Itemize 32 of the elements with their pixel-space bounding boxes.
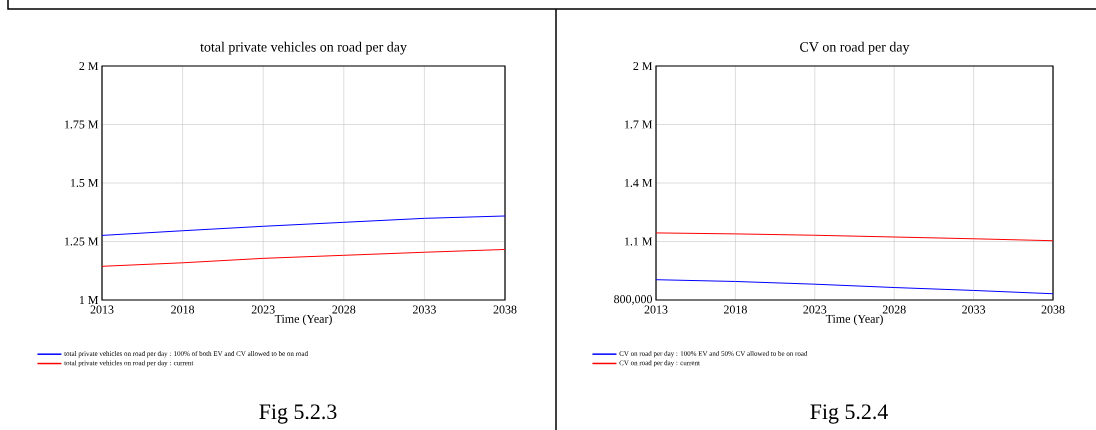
line-series <box>656 232 1054 242</box>
y-tick-label: 1.75 M <box>64 120 99 129</box>
y-tick-label: 2 M <box>79 62 99 70</box>
x-tick-label: 2023 <box>803 305 827 314</box>
x-tick-label: 2013 <box>644 305 668 314</box>
x-tick-label: 2018 <box>723 305 747 314</box>
x-tick-label: 2038 <box>1041 305 1065 314</box>
caption: Fig 5.2.4 <box>810 404 888 424</box>
line-series <box>102 215 505 236</box>
x-tick-label: 2013 <box>90 305 114 314</box>
y-tick-label: 800,000 <box>614 295 653 305</box>
x-axis-title: Time (Year) <box>274 314 332 326</box>
chart-title: total private vehicles on road per day <box>200 41 407 55</box>
x-tick-label: 2023 <box>251 305 275 314</box>
x-tick-label: 2033 <box>412 305 436 314</box>
x-tick-label: 2038 <box>493 305 517 314</box>
x-tick-label: 2028 <box>332 305 356 314</box>
line-series <box>656 279 1054 295</box>
y-tick-label: 1.7 M <box>624 120 653 129</box>
y-tick-label: 2 M <box>633 62 653 70</box>
line-series <box>102 248 505 267</box>
x-tick-label: 2033 <box>962 305 986 314</box>
y-tick-label: 1.4 M <box>624 178 653 188</box>
x-tick-label: 2018 <box>171 305 195 314</box>
chart-title: CV on road per day <box>800 41 910 55</box>
x-tick-label: 2028 <box>882 305 906 314</box>
y-tick-label: 1 M <box>79 296 99 304</box>
caption: Fig 5.2.3 <box>259 404 337 424</box>
y-tick-label: 1.5 M <box>70 178 99 188</box>
y-tick-label: 1.1 M <box>624 237 653 246</box>
x-axis-title: Time (Year) <box>825 314 883 326</box>
y-tick-label: 1.25 M <box>64 237 99 246</box>
